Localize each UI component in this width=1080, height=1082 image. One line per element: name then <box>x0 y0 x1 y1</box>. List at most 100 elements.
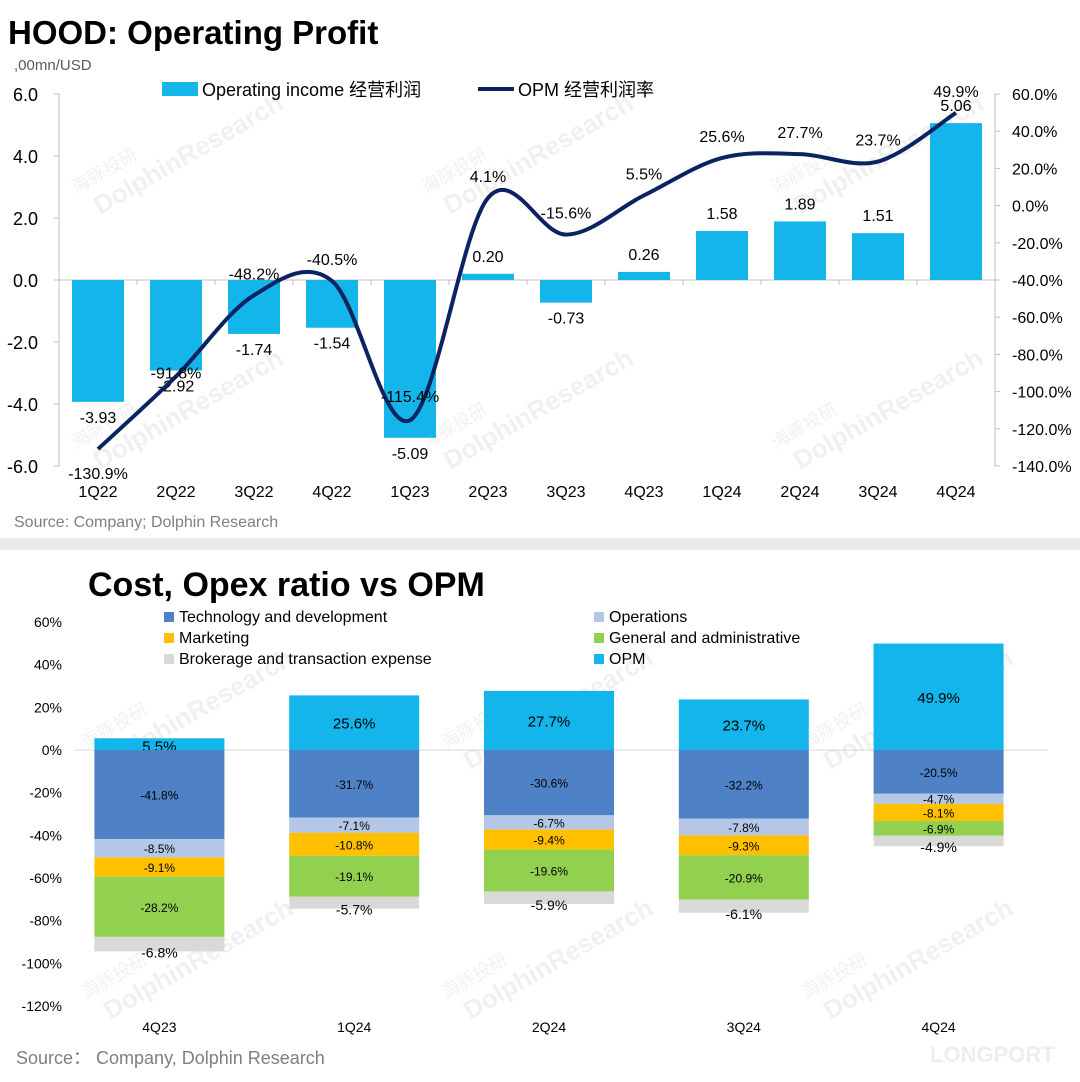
stack-segment <box>289 817 420 833</box>
left-tick-label: -4.0 <box>7 395 38 415</box>
y-tick-label: -60% <box>29 870 62 886</box>
y-tick-label: 60% <box>34 614 62 630</box>
category-label: 4Q24 <box>936 484 975 501</box>
operating-income-label: 1.58 <box>706 206 737 223</box>
category-label: 1Q22 <box>78 484 117 501</box>
category-label: 2Q23 <box>468 484 507 501</box>
category-label: 3Q22 <box>234 484 273 501</box>
left-tick-label: -2.0 <box>7 333 38 353</box>
opm-label: 5.5% <box>626 166 662 183</box>
operating-income-label: 1.89 <box>784 196 815 213</box>
operating-income-label: -1.74 <box>236 342 273 359</box>
category-label: 1Q24 <box>702 484 741 501</box>
y-tick-label: -20% <box>29 785 62 801</box>
left-tick-label: 6.0 <box>13 85 38 105</box>
stack-segment <box>873 750 1004 794</box>
stack-segment <box>94 936 225 952</box>
operating-income-bar <box>72 280 124 402</box>
stack-segment-label: -4.9% <box>920 839 957 855</box>
stack-segment-label: -20.9% <box>725 871 763 885</box>
stack-segment <box>678 855 809 900</box>
right-tick-label: -100.0% <box>1012 385 1072 402</box>
category-label: 1Q24 <box>337 1019 371 1035</box>
stack-segment-label: -19.6% <box>530 865 568 879</box>
legend-swatch-operating-income <box>162 82 198 96</box>
left-tick-label: -6.0 <box>7 457 38 477</box>
cost-opex-chart: DolphinResearch海豚投研DolphinResearch海豚投研Do… <box>22 609 1056 1067</box>
category-label: 4Q22 <box>312 484 351 501</box>
chart2-title: Cost, Opex ratio vs OPM <box>88 566 485 604</box>
stack-segment-label: -31.7% <box>335 778 373 792</box>
stack-segment <box>94 876 225 937</box>
right-tick-label: 60.0% <box>1012 87 1057 104</box>
stack-segment-label: -32.2% <box>725 778 763 792</box>
legend-label-opm: OPM 经营利润率 <box>518 80 654 100</box>
stack-segment-label: -7.1% <box>339 819 371 833</box>
stack-segment <box>484 891 614 905</box>
stack-segment-label: -28.2% <box>140 901 178 915</box>
right-tick-label: 40.0% <box>1012 124 1057 141</box>
opm-label: -91.8% <box>151 365 202 382</box>
stack-segment <box>484 849 614 892</box>
stack-segment-label: -8.5% <box>144 842 176 856</box>
right-tick-label: -40.0% <box>1012 273 1063 290</box>
stack-segment <box>94 857 225 877</box>
stack-segment-label: -19.1% <box>335 870 373 884</box>
operating-income-label: 5.06 <box>940 98 971 115</box>
opm-label: 4.1% <box>470 169 506 186</box>
y-tick-label: -40% <box>29 827 62 843</box>
operating-income-bar <box>774 221 826 280</box>
right-tick-label: 20.0% <box>1012 161 1057 178</box>
legend-label: Marketing <box>179 630 249 647</box>
opm-label: 23.7% <box>855 133 900 150</box>
category-label: 3Q24 <box>858 484 897 501</box>
y-tick-label: 20% <box>34 699 62 715</box>
opm-bar-label: 25.6% <box>333 716 376 733</box>
stack-segment-label: -5.7% <box>336 902 373 918</box>
legend-label: OPM <box>609 651 645 668</box>
stack-segment <box>678 899 809 913</box>
legend-swatch <box>594 633 604 643</box>
category-label: 2Q22 <box>156 484 195 501</box>
stack-segment-label: -6.9% <box>923 822 955 836</box>
right-tick-label: 0.0% <box>1012 199 1048 216</box>
opm-label: -130.9% <box>68 466 128 483</box>
operating-income-label: 1.51 <box>862 208 893 225</box>
category-label: 4Q23 <box>142 1019 176 1035</box>
legend-label: Brokerage and transaction expense <box>179 651 432 668</box>
stack-segment <box>873 803 1004 822</box>
operating-income-bar <box>618 271 670 280</box>
stack-segment-label: -41.8% <box>140 789 178 803</box>
operating-income-label: -3.93 <box>80 410 117 427</box>
stack-segment <box>873 793 1004 804</box>
y-tick-label: 40% <box>34 657 62 673</box>
stack-segment <box>94 750 225 840</box>
opm-bar <box>873 643 1004 750</box>
legend-swatch <box>164 654 174 664</box>
operating-income-bar <box>852 233 904 280</box>
operating-profit-panel: HOOD: Operating Profit DolphinResearch 海豚… <box>0 0 1080 538</box>
stack-segment-label: -20.5% <box>920 766 958 780</box>
operating-income-bar <box>462 273 514 280</box>
chart2-source: Source： Company, Dolphin Research <box>16 1048 325 1068</box>
left-tick-label: 0.0 <box>13 271 38 291</box>
opm-bar <box>484 690 614 750</box>
opm-label: -15.6% <box>541 206 592 223</box>
opm-bar-label: 23.7% <box>723 718 766 735</box>
legend-label-operating-income: Operating income 经营利润 <box>202 80 421 100</box>
y-tick-label: -120% <box>22 998 62 1014</box>
operating-income-bar <box>696 231 748 280</box>
operating-income-label: 0.26 <box>628 247 659 264</box>
stack-segment <box>289 832 420 856</box>
category-label: 1Q23 <box>390 484 429 501</box>
stack-segment <box>289 896 420 909</box>
stack-segment <box>484 829 614 850</box>
category-label: 3Q23 <box>546 484 585 501</box>
opm-bar <box>289 695 420 750</box>
category-label: 4Q24 <box>921 1019 955 1035</box>
stack-segment <box>678 818 809 836</box>
chart1-title: HOOD: Operating Profit <box>8 14 379 51</box>
operating-income-label: -5.09 <box>392 446 429 463</box>
stack-segment <box>289 855 420 897</box>
